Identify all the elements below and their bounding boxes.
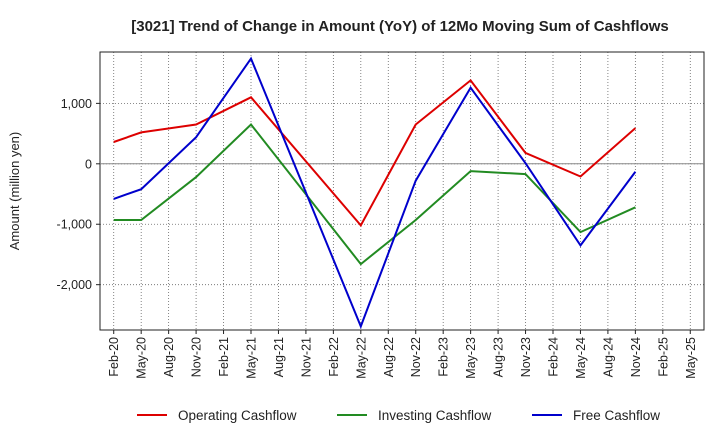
legend-label-free-cashflow: Free Cashflow: [573, 408, 660, 423]
y-tick-labels: 1,000 0 -1,000 -2,000: [57, 97, 100, 292]
grid: [100, 52, 704, 330]
y-tick-label: -1,000: [57, 218, 92, 232]
series-line-free-cashflow: [113, 56, 637, 330]
x-tick-label: May-20: [135, 337, 149, 379]
chart-title: [3021] Trend of Change in Amount (YoY) o…: [131, 18, 669, 35]
x-tick-label: May-22: [354, 337, 368, 379]
x-tick-label: Aug-23: [492, 337, 506, 377]
series-layer: [113, 56, 637, 330]
y-tick-label: -2,000: [57, 278, 92, 292]
x-tick-label: Nov-21: [299, 337, 313, 377]
x-tick-label: May-25: [684, 337, 698, 379]
y-tick-label: 0: [85, 157, 92, 171]
x-tick-label: Feb-23: [437, 337, 451, 377]
x-tick-label: May-23: [464, 337, 478, 379]
x-tick-label: Feb-21: [217, 337, 231, 377]
y-tick-label: 1,000: [61, 97, 92, 111]
series-line-operating-cashflow: [113, 78, 637, 228]
legend: Operating Cashflow Investing Cashflow Free…: [137, 408, 660, 423]
legend-label-operating-cashflow: Operating Cashflow: [178, 408, 297, 423]
plot-frame: [99, 51, 705, 331]
x-tick-labels: Feb-20 May-20 Aug-20 Nov-20 Feb-21 May-21 Aug-…: [107, 330, 698, 379]
x-tick-label: Nov-23: [519, 337, 533, 377]
x-tick-label: Nov-22: [409, 337, 423, 377]
x-tick-label: Aug-21: [272, 337, 286, 377]
x-tick-label: Aug-24: [601, 337, 615, 377]
x-tick-label: Nov-20: [190, 337, 204, 377]
x-tick-label: Aug-22: [382, 337, 396, 377]
x-tick-label: Feb-25: [656, 337, 670, 377]
y-axis-label: Amount (million yen): [7, 132, 22, 251]
x-tick-label: May-24: [574, 337, 588, 379]
legend-label-investing-cashflow: Investing Cashflow: [378, 408, 492, 423]
x-tick-label: Nov-24: [629, 337, 643, 377]
x-tick-label: May-21: [245, 337, 259, 379]
x-tick-label: Feb-20: [107, 337, 121, 377]
x-tick-label: Feb-22: [327, 337, 341, 377]
x-tick-label: Feb-24: [547, 337, 561, 377]
x-tick-label: Aug-20: [162, 337, 176, 377]
